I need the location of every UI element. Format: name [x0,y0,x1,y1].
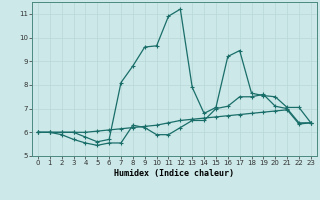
X-axis label: Humidex (Indice chaleur): Humidex (Indice chaleur) [115,169,234,178]
